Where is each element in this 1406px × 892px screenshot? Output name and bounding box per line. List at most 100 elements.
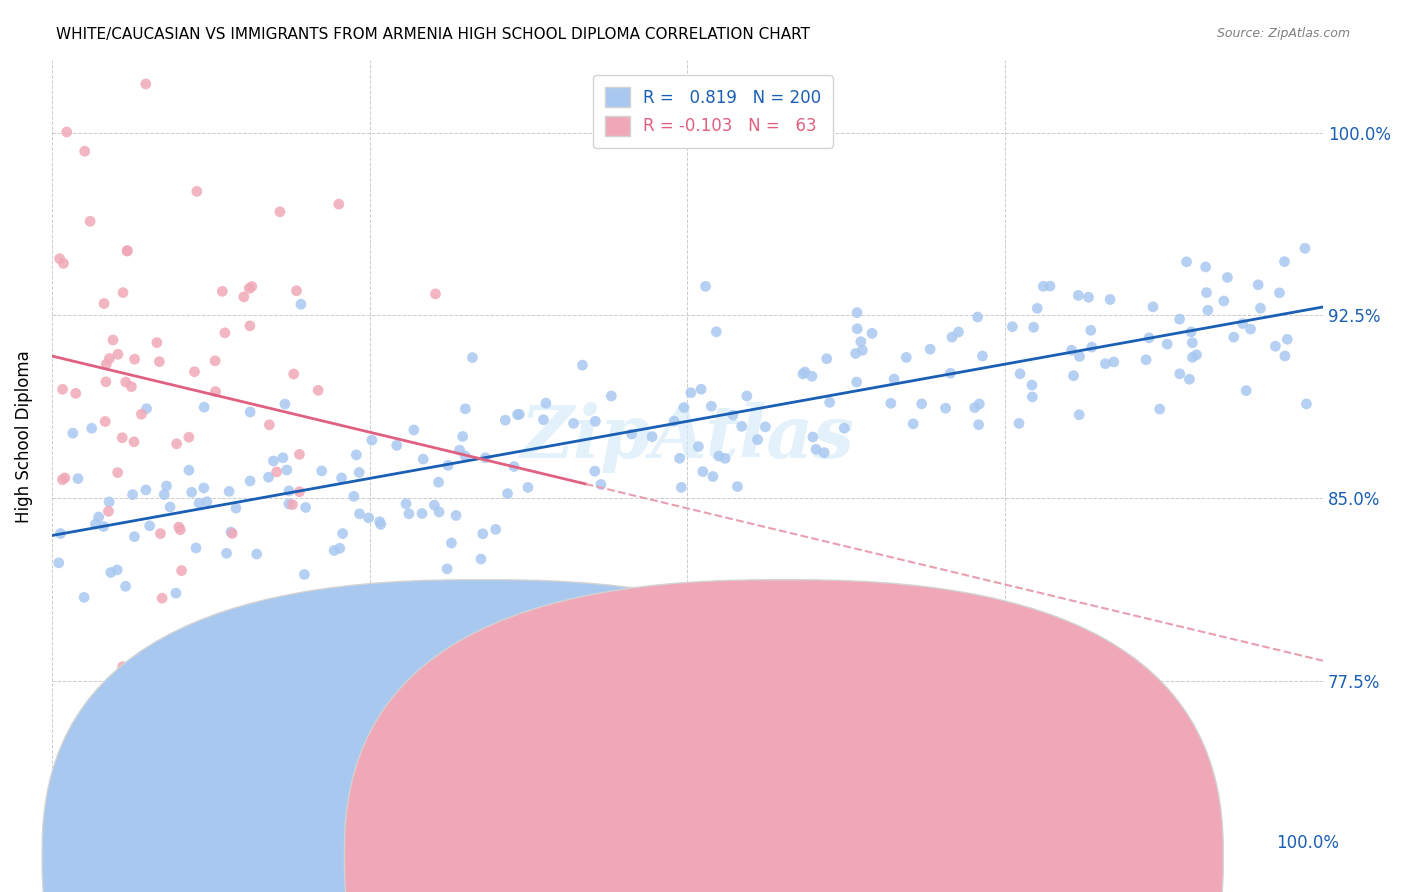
Point — [939, 366, 962, 380]
Point — [166, 437, 188, 451]
Point — [239, 474, 262, 488]
Point — [662, 414, 685, 428]
Point — [330, 471, 353, 485]
Point — [138, 518, 160, 533]
Point — [1178, 372, 1201, 386]
Point — [177, 463, 200, 477]
Point — [294, 500, 316, 515]
Point — [323, 543, 346, 558]
Point — [454, 401, 477, 416]
Point — [1239, 322, 1261, 336]
Point — [690, 382, 713, 396]
Point — [107, 466, 129, 480]
Point — [186, 185, 208, 199]
Point — [880, 396, 903, 410]
Point — [211, 285, 233, 299]
Point — [911, 397, 934, 411]
Point — [972, 349, 994, 363]
Point — [170, 564, 193, 578]
Legend: R =   0.819   N = 200, R = -0.103   N =   63: R = 0.819 N = 200, R = -0.103 N = 63 — [593, 76, 832, 148]
Point — [496, 486, 519, 500]
Point — [832, 421, 855, 435]
Point — [1077, 290, 1099, 304]
Point — [276, 463, 298, 477]
Point — [941, 330, 963, 344]
Point — [589, 477, 612, 491]
Point — [804, 442, 827, 457]
Point — [73, 591, 96, 605]
Point — [1067, 288, 1090, 302]
Point — [135, 483, 157, 497]
Point — [1081, 340, 1104, 354]
Point — [425, 287, 447, 301]
Point — [111, 659, 134, 673]
Point — [153, 488, 176, 502]
Point — [101, 333, 124, 347]
Point — [1181, 335, 1204, 350]
Point — [471, 526, 494, 541]
Point — [1277, 332, 1299, 346]
Point — [427, 475, 450, 490]
Point — [620, 427, 643, 442]
Point — [461, 351, 484, 365]
Point — [262, 454, 284, 468]
Y-axis label: High School Diploma: High School Diploma — [15, 351, 32, 524]
Point — [1181, 351, 1204, 365]
Point — [846, 322, 869, 336]
Point — [1099, 293, 1122, 307]
Point — [801, 430, 824, 444]
Point — [583, 414, 606, 428]
Point — [398, 507, 420, 521]
Point — [1222, 330, 1244, 344]
Point — [357, 511, 380, 525]
Point — [111, 285, 134, 300]
Point — [1039, 279, 1062, 293]
Point — [193, 400, 215, 414]
Point — [150, 591, 173, 606]
Point — [278, 483, 301, 498]
Point — [114, 579, 136, 593]
Point — [52, 256, 75, 270]
Point — [80, 421, 103, 435]
Point — [167, 520, 190, 534]
Point — [427, 505, 450, 519]
Point — [148, 354, 170, 368]
Point — [1212, 293, 1234, 308]
Point — [288, 484, 311, 499]
Point — [269, 204, 291, 219]
Point — [146, 335, 169, 350]
Point — [700, 399, 723, 413]
Point — [328, 197, 350, 211]
Point — [114, 375, 136, 389]
Point — [815, 351, 838, 366]
Point — [600, 389, 623, 403]
Point — [1080, 323, 1102, 337]
Point — [349, 507, 371, 521]
Point — [120, 380, 142, 394]
Point — [370, 517, 392, 532]
Point — [1249, 301, 1271, 316]
Point — [411, 507, 433, 521]
Point — [232, 290, 254, 304]
Point — [277, 497, 299, 511]
Point — [288, 447, 311, 461]
Point — [195, 495, 218, 509]
Point — [285, 284, 308, 298]
Point — [239, 318, 262, 333]
Point — [860, 326, 883, 341]
Point — [1216, 270, 1239, 285]
Point — [165, 586, 187, 600]
Point — [707, 449, 730, 463]
Text: 0.0%: 0.0% — [84, 834, 127, 852]
Point — [1135, 352, 1157, 367]
Point — [506, 408, 529, 422]
Point — [292, 567, 315, 582]
Point — [562, 417, 585, 431]
Point — [849, 334, 872, 349]
Point — [48, 252, 70, 266]
Point — [423, 498, 446, 512]
Point — [534, 396, 557, 410]
Point — [818, 395, 841, 409]
Text: WHITE/CAUCASIAN VS IMMIGRANTS FROM ARMENIA HIGH SCHOOL DIPLOMA CORRELATION CHART: WHITE/CAUCASIAN VS IMMIGRANTS FROM ARMEN… — [56, 27, 810, 42]
Point — [62, 426, 84, 441]
